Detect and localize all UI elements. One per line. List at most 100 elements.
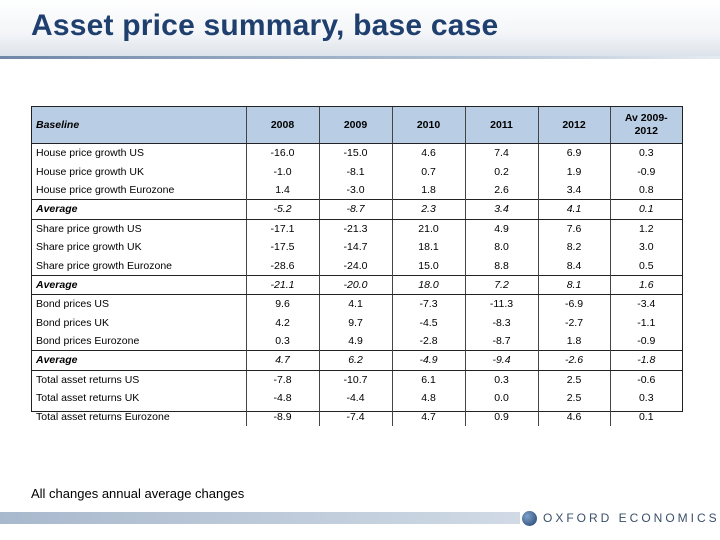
table-cell: -11.3 (464, 294, 538, 314)
table-cell: 4.8 (391, 389, 465, 408)
table-cell: 4.7 (391, 407, 465, 426)
globe-icon (522, 510, 537, 526)
header-baseline: Baseline (32, 107, 246, 144)
table-row: Share price growth Eurozone -28.6 -24.0 15.… (32, 256, 682, 276)
table-cell: 7.2 (464, 274, 538, 296)
table-cell: 0.3 (245, 331, 319, 351)
table-cell: 2.3 (391, 199, 465, 220)
average-row: Average 4.7 6.2 -4.9 -9.4 -2.6 -1.8 (32, 350, 682, 371)
row-label: Bond prices UK (36, 316, 109, 329)
asset-price-table: Baseline 2008 2009 2010 2011 2012 Av 200… (31, 106, 683, 426)
average-row: Average -5.2 -8.7 2.3 3.4 4.1 0.1 (32, 199, 682, 220)
table-cell: 4.9 (464, 219, 538, 238)
table-cell: -4.8 (245, 389, 319, 408)
table-cell: 9.7 (318, 313, 392, 332)
table-cell: 18.0 (391, 274, 465, 296)
row-label: House price growth UK (36, 165, 144, 178)
table-cell: 4.1 (537, 199, 610, 220)
row-label: Share price growth UK (36, 241, 142, 254)
header-year: 2011 (464, 107, 538, 144)
table-cell: -1.1 (609, 313, 682, 332)
row-label: Total asset returns Eurozone (36, 410, 170, 423)
row-label: House price growth US (36, 147, 144, 160)
table-cell: 0.0 (464, 389, 538, 408)
table-cell: -8.7 (318, 199, 392, 220)
table-cell: 6.9 (537, 143, 610, 163)
row-label: Share price growth US (36, 222, 142, 235)
table-cell: 0.5 (609, 256, 682, 276)
table-cell: -10.7 (318, 370, 392, 390)
table-cell: -14.7 (318, 237, 392, 257)
table-cell: -8.7 (464, 331, 538, 351)
row-label: Bond prices Eurozone (36, 335, 140, 348)
row-label: Share price growth Eurozone (36, 259, 172, 272)
table-cell: 0.7 (391, 162, 465, 181)
logo-text: OXFORD ECONOMICS (543, 511, 720, 525)
table-cell: 8.1 (537, 274, 610, 296)
table-cell: 0.3 (464, 370, 538, 390)
table-row: Bond prices UK 4.2 9.7 -4.5 -8.3 -2.7 -1.1 (32, 313, 682, 332)
table-cell: 0.3 (609, 389, 682, 408)
table-cell: -0.6 (609, 370, 682, 390)
table-cell: 4.2 (245, 313, 319, 332)
table-cell: -2.6 (537, 350, 610, 371)
table-cell: 3.4 (537, 180, 610, 200)
header-avg-line1: Av 2009- (624, 112, 668, 124)
table-cell: 2.6 (464, 180, 538, 200)
table-row: Share price growth US -17.1 -21.3 21.0 4.9 7.… (32, 219, 682, 238)
table-cell: 7.6 (537, 219, 610, 238)
table-cell: 1.8 (537, 331, 610, 351)
table-cell: 4.1 (318, 294, 392, 314)
table-cell: -28.6 (245, 256, 319, 276)
header-year: 2012 (537, 107, 610, 144)
table-cell: 6.2 (318, 350, 392, 371)
table-row: House price growth UK -1.0 -8.1 0.7 0.2 1.9 -0… (32, 162, 682, 181)
table-cell: 7.4 (464, 143, 538, 163)
table-cell: -15.0 (318, 143, 392, 163)
table-cell: -17.5 (245, 237, 319, 257)
table-cell: -8.1 (318, 162, 392, 181)
table-cell: 0.9 (464, 407, 538, 426)
table-row: Total asset returns US -7.8 -10.7 6.1 0.3 2.5… (32, 370, 682, 390)
table-cell: 9.6 (245, 294, 319, 314)
table-cell: -4.5 (391, 313, 465, 332)
table-row: Share price growth UK -17.5 -14.7 18.1 8.0 8.… (32, 237, 682, 257)
oxford-economics-logo: OXFORD ECONOMICS (520, 509, 720, 527)
table-cell: -8.3 (464, 313, 538, 332)
table-cell: -4.4 (318, 389, 392, 408)
table-cell: 18.1 (391, 237, 465, 257)
row-label: Average (32, 199, 246, 220)
table-cell: -5.2 (245, 199, 319, 220)
table-cell: -2.8 (391, 331, 465, 351)
table-header-row: Baseline 2008 2009 2010 2011 2012 Av 200… (32, 107, 682, 144)
header-year: 2008 (245, 107, 319, 144)
table-cell: 2.5 (537, 389, 610, 408)
table-cell: -17.1 (245, 219, 319, 238)
table-cell: 0.2 (464, 162, 538, 181)
table-cell: 4.9 (318, 331, 392, 351)
table-cell: -6.9 (537, 294, 610, 314)
table-cell: 1.6 (609, 274, 682, 296)
table-cell: 0.1 (609, 199, 682, 220)
table-cell: -2.7 (537, 313, 610, 332)
table-cell: 4.6 (391, 143, 465, 163)
header-avg-line2: 2012 (634, 125, 658, 137)
page-title: Asset price summary, base case (31, 9, 499, 42)
table-cell: 0.3 (609, 143, 682, 163)
table-cell: 3.4 (464, 199, 538, 220)
table-cell: -8.9 (245, 407, 319, 426)
table-cell: -20.0 (318, 274, 392, 296)
table-cell: 1.8 (391, 180, 465, 200)
header-year: 2010 (391, 107, 465, 144)
table-cell: 1.4 (245, 180, 319, 200)
table-cell: 6.1 (391, 370, 465, 390)
table-row: House price growth Eurozone 1.4 -3.0 1.8 2.6… (32, 180, 682, 200)
row-label: Total asset returns UK (36, 392, 140, 405)
table-cell: 0.1 (609, 407, 682, 426)
header-year: 2009 (318, 107, 392, 144)
table-cell: -0.9 (609, 162, 682, 181)
table-cell: -1.8 (609, 350, 682, 371)
table-cell: -7.3 (391, 294, 465, 314)
table-cell: -7.8 (245, 370, 319, 390)
table-cell: -21.3 (318, 219, 392, 238)
